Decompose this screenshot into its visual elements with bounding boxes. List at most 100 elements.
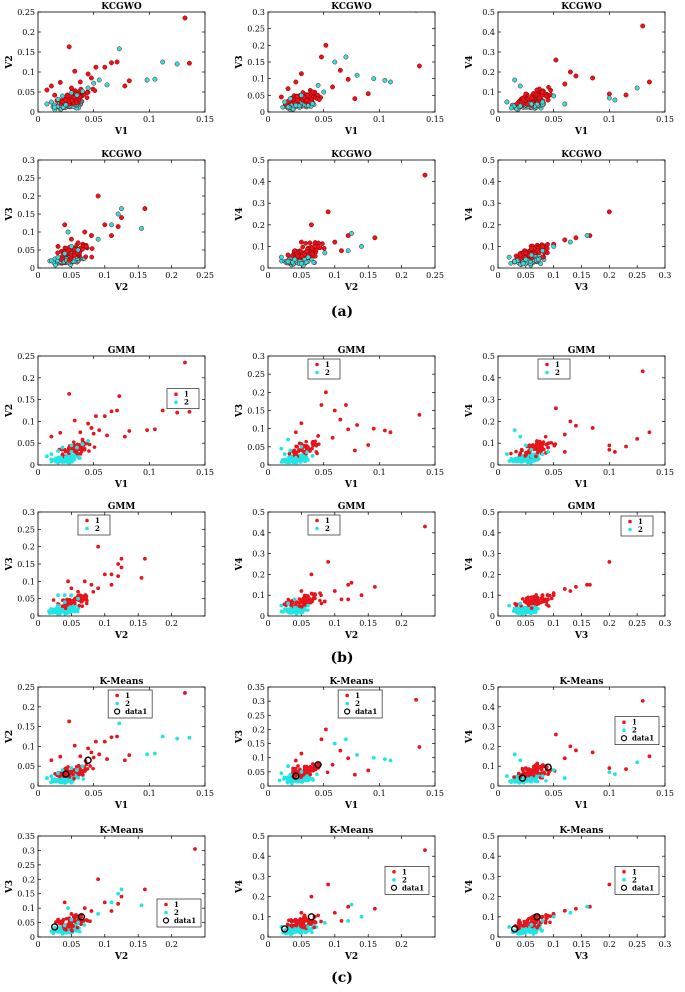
y-tick-label: 0.3 xyxy=(252,199,265,208)
data-point-cluster-1 xyxy=(520,597,525,601)
data-point-series-1 xyxy=(309,572,314,577)
x-axis-label: V1 xyxy=(344,801,358,811)
chart-title: K-Means xyxy=(559,826,603,836)
data-point-cluster-1 xyxy=(546,604,551,608)
data-point-series-1 xyxy=(116,901,121,906)
data-point-cluster-1 xyxy=(296,764,300,768)
data-point-series-2 xyxy=(585,904,589,909)
y-tick-label: 0.1 xyxy=(22,228,35,237)
y-tick-label: 0.1 xyxy=(252,913,265,922)
data-point-series-2 xyxy=(49,607,54,611)
data-point-cluster-2 xyxy=(527,608,532,613)
centroid-marker xyxy=(62,770,70,778)
data-point-series-2 xyxy=(528,101,534,107)
scatter-plot-11: GMM 0 0.05 0.1 0.15 0.2 0 0.1 0.2 0.3 0.4 0.5 V2 V4 12 xyxy=(235,502,436,641)
data-point-series-2 xyxy=(520,261,526,267)
chart-title: KCGWO xyxy=(101,2,142,12)
data-point-cluster-2 xyxy=(315,772,319,777)
data-point-cluster-1 xyxy=(325,770,330,775)
data-point-series-2 xyxy=(305,254,311,260)
data-point-series-1 xyxy=(49,758,54,763)
plot-points xyxy=(277,697,422,786)
data-point-cluster-1 xyxy=(69,97,75,103)
data-point-series-2 xyxy=(160,59,166,65)
y-tick-label: 0.05 xyxy=(247,443,265,452)
data-point-cluster-1 xyxy=(87,449,91,453)
y-axis-label: V4 xyxy=(235,207,245,221)
data-point-series-2 xyxy=(104,82,110,88)
data-point-series-1 xyxy=(292,248,298,254)
y-tick-label: 0.15 xyxy=(17,48,35,57)
data-point-series-2 xyxy=(344,737,348,742)
legend-marker xyxy=(622,728,626,732)
data-point-series-1 xyxy=(325,209,331,215)
data-point-cluster-1 xyxy=(552,442,556,447)
data-point-series-2 xyxy=(66,906,70,911)
data-point-series-2 xyxy=(359,914,364,919)
centroid-marker xyxy=(307,913,316,921)
data-point-cluster-1 xyxy=(548,87,553,93)
data-point-series-2 xyxy=(56,603,60,608)
data-point-cluster-1 xyxy=(304,764,309,769)
chart-title: GMM xyxy=(108,502,136,512)
data-point-series-1 xyxy=(523,91,529,97)
data-point-cluster-1 xyxy=(544,442,549,447)
x-tick-label: 0.1 xyxy=(143,468,156,477)
data-point-series-2 xyxy=(349,230,354,236)
data-point-series-1 xyxy=(529,595,534,600)
data-point-series-2 xyxy=(529,447,534,452)
y-tick-label: 0.25 xyxy=(17,525,35,534)
data-point-cluster-1 xyxy=(529,444,534,449)
data-point-cluster-1 xyxy=(91,590,96,594)
data-point-series-1 xyxy=(365,91,371,97)
data-point-series-2 xyxy=(505,774,509,778)
data-point-series-1 xyxy=(417,412,422,417)
data-point-cluster-1 xyxy=(526,603,531,608)
data-point-cluster-1 xyxy=(78,593,83,598)
x-tick-label: 0.05 xyxy=(545,789,563,798)
y-tick-label: 0.2 xyxy=(252,388,265,397)
plot-points xyxy=(279,524,427,616)
y-axis-label: V4 xyxy=(465,55,475,69)
data-point-series-1 xyxy=(75,240,81,246)
x-tick-label: 0.15 xyxy=(196,468,214,477)
y-axis-label: V3 xyxy=(235,730,245,744)
y-tick-label: 0.2 xyxy=(482,893,495,902)
data-point-cluster-2 xyxy=(49,780,53,785)
centroid-marker xyxy=(77,913,86,921)
data-point-cluster-1 xyxy=(516,771,521,776)
x-tick-label: 0.1 xyxy=(373,789,386,798)
data-point-series-1 xyxy=(332,910,337,915)
y-tick-label: 0.15 xyxy=(17,396,35,405)
x-tick-label: 0.05 xyxy=(62,619,80,628)
data-point-cluster-1 xyxy=(71,772,75,777)
data-point-series-1 xyxy=(553,406,558,411)
x-axis-label: V2 xyxy=(114,631,128,641)
data-point-cluster-1 xyxy=(521,768,525,773)
data-point-series-1 xyxy=(332,408,337,413)
data-point-cluster-2 xyxy=(526,461,531,465)
y-tick-label: 0.1 xyxy=(252,754,265,763)
y-tick-label: 0 xyxy=(260,264,265,273)
data-point-series-2 xyxy=(96,912,101,916)
data-point-series-1 xyxy=(175,410,180,415)
data-point-series-1 xyxy=(332,239,338,245)
data-point-series-1 xyxy=(312,593,317,598)
data-point-cluster-1 xyxy=(316,97,322,102)
x-tick-label: 0.1 xyxy=(328,619,341,628)
legend-label: 2 xyxy=(95,524,100,533)
data-point-cluster-2 xyxy=(531,930,536,934)
data-point-series-2 xyxy=(517,103,523,109)
data-point-series-1 xyxy=(590,750,595,755)
centroid-marker xyxy=(518,774,527,782)
data-point-series-1 xyxy=(330,84,336,90)
data-point-cluster-1 xyxy=(533,91,539,97)
x-tick-label: 0.05 xyxy=(545,115,563,124)
data-point-cluster-2 xyxy=(82,923,87,927)
data-point-series-1 xyxy=(372,235,378,241)
data-point-series-1 xyxy=(590,75,596,81)
centroid-marker xyxy=(84,756,92,764)
x-tick-label: 0 xyxy=(265,271,270,280)
data-point-series-1 xyxy=(623,92,629,98)
scatter-plot-6: KCGWO 0 0.05 0.1 0.15 0.2 0.25 0.3 0 0.1 0.2 0.3 0.4… xyxy=(465,150,671,293)
